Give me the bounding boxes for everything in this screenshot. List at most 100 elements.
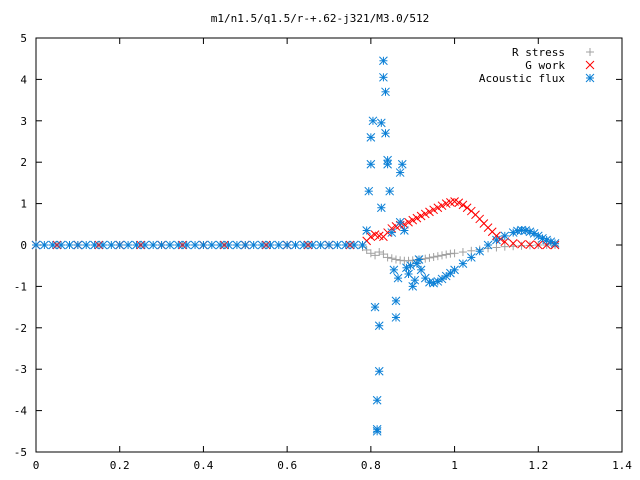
data-point (397, 159, 407, 169)
data-point (52, 240, 62, 250)
data-point (362, 226, 372, 235)
data-point (81, 240, 91, 250)
series-1 (31, 197, 560, 250)
data-point (395, 217, 405, 227)
data-point (399, 219, 409, 229)
data-point (90, 240, 99, 250)
data-point (500, 242, 509, 251)
data-point (458, 248, 467, 257)
data-point (370, 302, 380, 312)
data-point (437, 201, 447, 211)
data-point (414, 255, 424, 264)
y-tick-label: 4 (20, 73, 27, 86)
legend-label: R stress (512, 46, 565, 59)
data-point (462, 203, 472, 213)
data-point (368, 116, 378, 126)
data-point (425, 253, 434, 262)
data-point (425, 207, 434, 217)
data-point (115, 240, 125, 250)
data-point (406, 261, 415, 271)
data-point (173, 240, 183, 250)
y-tick-label: -3 (14, 363, 27, 376)
data-point (442, 250, 451, 259)
data-point (421, 254, 430, 263)
data-point (376, 118, 386, 128)
data-point (416, 265, 426, 275)
legend-label: Acoustic flux (479, 72, 565, 85)
x-tick-label: 1 (451, 459, 458, 472)
data-point (525, 240, 535, 249)
data-point (372, 395, 382, 405)
data-point (379, 56, 388, 66)
data-point (199, 240, 208, 250)
data-point (433, 203, 443, 213)
data-point (492, 231, 501, 241)
data-point (508, 238, 518, 248)
data-point (454, 198, 464, 208)
y-tick-label: -4 (14, 405, 28, 418)
x-tick-label: 0.8 (361, 459, 381, 472)
data-point (381, 87, 390, 97)
data-point (364, 186, 374, 196)
data-point (372, 424, 382, 434)
data-point (374, 321, 384, 331)
data-point (500, 231, 510, 241)
data-point (333, 240, 342, 250)
data-point (429, 253, 438, 262)
data-point (316, 240, 325, 250)
x-tick-label: 0.2 (110, 459, 130, 472)
y-tick-label: 2 (20, 156, 27, 169)
data-point (399, 226, 409, 235)
data-point (157, 240, 166, 250)
data-point (375, 248, 384, 257)
data-point (389, 265, 399, 275)
data-point (483, 240, 493, 250)
data-point (387, 228, 397, 237)
data-point (404, 269, 413, 279)
data-point (475, 246, 485, 256)
x-tick-label: 0 (33, 459, 40, 472)
data-point (381, 128, 390, 138)
data-point (517, 241, 526, 250)
data-point (383, 253, 392, 262)
data-point (190, 240, 200, 250)
data-point (429, 205, 438, 215)
data-point (517, 225, 526, 235)
data-point (165, 240, 175, 250)
series-2 (31, 56, 560, 436)
y-tick-label: 1 (20, 198, 27, 211)
data-point (391, 255, 400, 264)
data-point (450, 265, 459, 275)
x-tick-label: 1.2 (528, 459, 548, 472)
data-point (412, 213, 422, 223)
data-point (366, 249, 375, 258)
data-point (458, 259, 468, 268)
data-point (391, 296, 401, 306)
y-tick-label: 3 (20, 115, 27, 128)
data-point (299, 240, 309, 250)
data-point (379, 72, 388, 82)
data-point (387, 224, 397, 233)
data-point (408, 282, 418, 291)
data-point (266, 240, 275, 250)
data-point (224, 240, 233, 250)
data-point (178, 240, 187, 250)
data-point (446, 268, 455, 278)
data-point (132, 240, 141, 250)
x-tick-label: 1.4 (612, 459, 632, 472)
data-point (48, 240, 58, 250)
data-point (257, 240, 267, 250)
data-point (358, 240, 367, 250)
data-point (303, 240, 313, 250)
data-point (387, 254, 396, 263)
data-point (307, 240, 317, 250)
data-point (140, 240, 150, 250)
data-point (282, 240, 292, 250)
data-point (546, 237, 556, 247)
data-point (182, 240, 192, 250)
data-point (408, 215, 418, 225)
legend-marker (585, 73, 595, 83)
data-point (31, 240, 41, 250)
data-point (404, 217, 413, 227)
